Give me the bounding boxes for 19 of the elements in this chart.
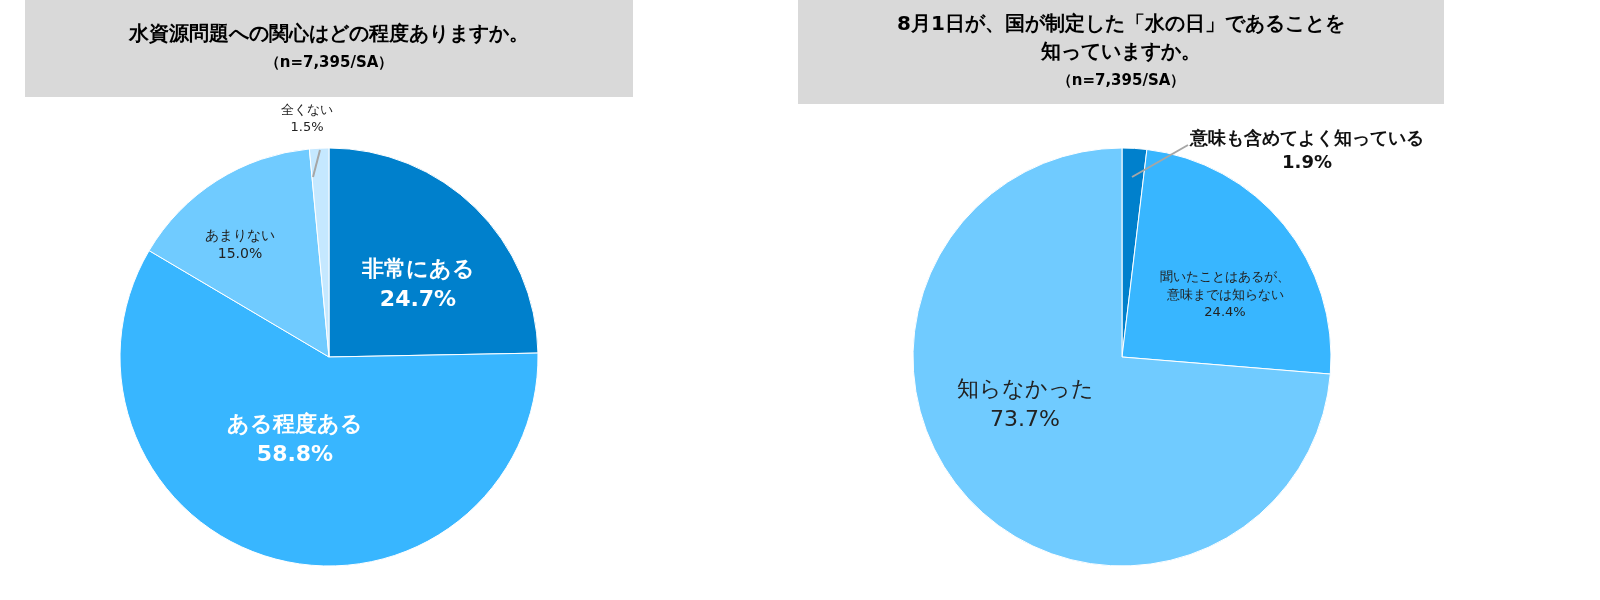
- slice-label: 全くない: [281, 101, 333, 117]
- data-label: 73.7%: [990, 405, 1060, 431]
- slice-label: あまりない: [205, 226, 275, 243]
- pie-slice: [912, 147, 1331, 567]
- slice-label: 意味も含めてよく知っている: [1189, 126, 1424, 148]
- chart-title: 8月1日が、国が制定した「水の日」であることを知っていますか。: [897, 10, 1345, 63]
- data-label: 15.0%: [217, 245, 263, 262]
- chart-subtitle: （n=7,395/SA）: [264, 53, 394, 71]
- data-label: 1.9%: [1282, 151, 1332, 173]
- slice-label: ある程度ある: [227, 411, 363, 437]
- data-label: 1.5%: [290, 119, 324, 135]
- slice-label: 知らなかった: [956, 376, 1094, 402]
- chart-subtitle: （n=7,395/SA）: [1056, 70, 1186, 89]
- data-label: 24.4%: [1204, 304, 1246, 320]
- data-label: 24.7%: [379, 285, 457, 311]
- data-label: 58.8%: [256, 440, 334, 466]
- chart-title: 水資源問題への関心はどの程度ありますか。: [128, 21, 529, 45]
- slice-label: 聞いたことはあるが、意味までは知らない: [1160, 268, 1290, 302]
- slice-label: 非常にある: [360, 256, 475, 282]
